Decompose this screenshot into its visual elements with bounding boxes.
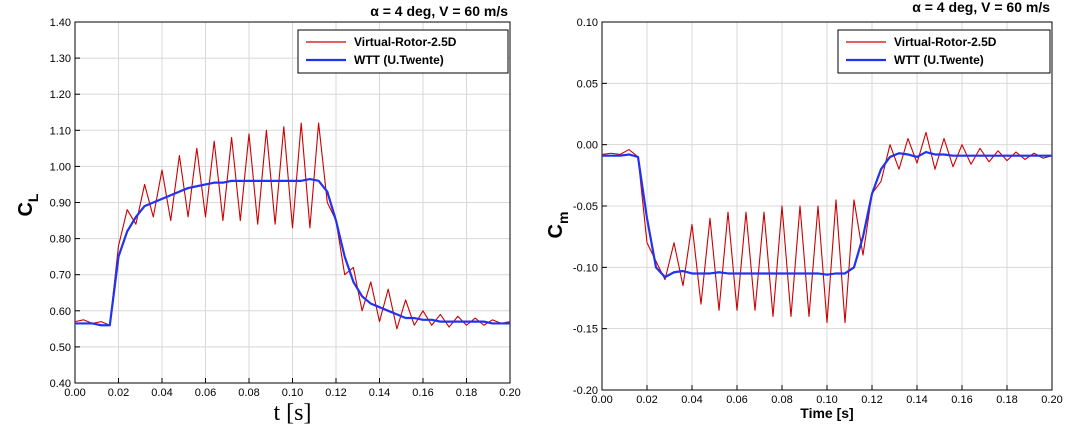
- y-tick-label: 1.40: [50, 17, 71, 29]
- x-tick-label: 0.06: [195, 387, 216, 399]
- data-line: [602, 150, 1052, 279]
- x-tick-label: 0.12: [325, 387, 346, 399]
- data-line: [601, 131, 1053, 324]
- x-tick-label: 0.14: [906, 394, 927, 406]
- legend-box: [837, 29, 1051, 74]
- y-tick-label: 0.80: [50, 234, 71, 246]
- y-axis-label-sub: L: [25, 193, 41, 202]
- plot-frame: [601, 21, 1053, 391]
- data-line: [75, 177, 510, 327]
- y-tick-label: 1.00: [50, 161, 71, 173]
- legend: Virtual-Rotor-2.5D WTT (U.Twente): [297, 29, 509, 74]
- y-axis-label-sub: m: [555, 212, 571, 224]
- x-tick-label: 0.00: [64, 387, 85, 399]
- legend-box: [297, 29, 509, 74]
- x-tick-label: 0.08: [771, 394, 792, 406]
- x-tick-label: 0.02: [108, 387, 129, 399]
- x-tick-label: 0.10: [816, 394, 837, 406]
- chart: -0.20 -0.15 -0.10 -0.05 0.00 0.05 0.10 0.00 0.02…: [545, 0, 1063, 421]
- chart-title: α = 4 deg, V = 60 m/s: [370, 3, 508, 19]
- y-axis-label: CL: [15, 193, 41, 216]
- y-tick-label: 1.30: [50, 53, 71, 65]
- legend-label: WTT (U.Twente): [894, 53, 984, 67]
- plot-frame: [74, 21, 511, 384]
- legend-label: WTT (U.Twente): [354, 53, 444, 67]
- y-tick-label: 0.60: [50, 306, 71, 318]
- x-axis-label: Time [s]: [800, 405, 853, 421]
- x-tick-label: 0.00: [591, 394, 612, 406]
- chart-title: α = 4 deg, V = 60 m/s: [912, 0, 1050, 15]
- y-tick-label: 0.70: [50, 270, 71, 282]
- chart: 0.40 0.50 0.60 0.70 0.80 0.90 1.00 1.10 1.20 1.30…: [15, 3, 521, 426]
- y-tick-label: 0.05: [577, 78, 598, 90]
- x-tick-label: 0.16: [951, 394, 972, 406]
- y-tick-label: 0.00: [577, 140, 598, 152]
- y-axis-label-main: C: [545, 224, 567, 238]
- legend-label: Virtual-Rotor-2.5D: [894, 35, 997, 49]
- y-tick-label: -0.15: [573, 324, 598, 336]
- y-axis-label: Cm: [545, 212, 571, 239]
- y-tick-label: 0.50: [50, 342, 71, 354]
- x-tick-label: 0.02: [636, 394, 657, 406]
- data-line: [74, 122, 511, 330]
- y-tick-label: -0.20: [573, 385, 598, 397]
- x-tick-label: 0.16: [412, 387, 433, 399]
- legend-label: Virtual-Rotor-2.5D: [354, 35, 457, 49]
- x-tick-label: 0.14: [369, 387, 390, 399]
- y-axis-label-main: C: [15, 202, 37, 216]
- x-tick-label: 0.20: [499, 387, 520, 399]
- x-tick-label: 0.20: [1041, 394, 1062, 406]
- x-tick-label: 0.08: [238, 387, 259, 399]
- x-tick-label: 0.18: [996, 394, 1017, 406]
- x-tick-label: 0.04: [151, 387, 172, 399]
- x-axis-label: t [s]: [274, 400, 312, 426]
- y-tick-label: 0.10: [577, 17, 598, 29]
- x-tick-label: 0.12: [861, 394, 882, 406]
- y-tick-label: 0.40: [50, 378, 71, 390]
- y-tick-label: 1.10: [50, 125, 71, 137]
- x-tick-label: 0.06: [726, 394, 747, 406]
- x-tick-label: 0.04: [681, 394, 702, 406]
- x-tick-label: 0.18: [456, 387, 477, 399]
- y-tick-label: 1.20: [50, 89, 71, 101]
- x-tick-label: 0.10: [282, 387, 303, 399]
- y-tick-label: 0.90: [50, 198, 71, 210]
- legend: Virtual-Rotor-2.5D WTT (U.Twente): [837, 29, 1051, 74]
- y-tick-label: -0.10: [573, 262, 598, 274]
- y-tick-label: -0.05: [573, 201, 598, 213]
